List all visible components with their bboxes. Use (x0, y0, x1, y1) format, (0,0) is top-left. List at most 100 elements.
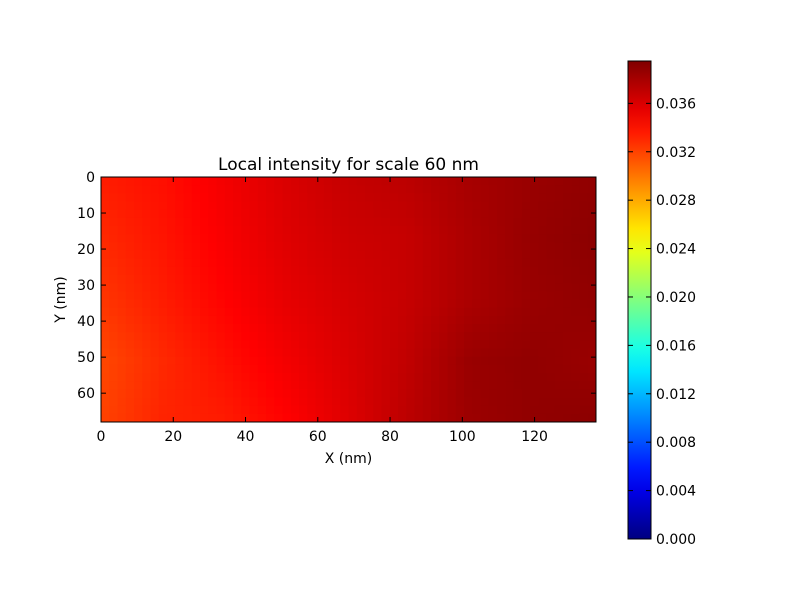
heatmap-cell (241, 275, 251, 284)
heatmap-cell (307, 356, 317, 366)
heatmap-cell (158, 275, 168, 284)
heatmap-cell (513, 364, 523, 374)
heatmap-cell (546, 201, 556, 211)
heatmap-cell (554, 348, 564, 358)
heatmap-cell (497, 209, 506, 219)
heatmap-cell (464, 299, 473, 309)
x-tick-label: 40 (237, 429, 255, 445)
heatmap-cell (167, 340, 176, 350)
heatmap-cell (554, 307, 564, 317)
heatmap-cell (381, 373, 391, 382)
heatmap-cell (109, 373, 119, 382)
heatmap-cell (513, 266, 523, 276)
heatmap-cell (398, 413, 407, 422)
heatmap-cell (356, 217, 366, 227)
heatmap-cell (274, 275, 284, 284)
heatmap-cell (290, 324, 300, 333)
heatmap-cell (455, 389, 465, 399)
heatmap-cell (571, 226, 581, 235)
heatmap-cell (563, 332, 572, 341)
heatmap-cell (356, 266, 366, 276)
heatmap-cell (464, 332, 473, 341)
heatmap-cell (530, 209, 539, 219)
heatmap-cell (455, 364, 465, 374)
heatmap-cell (447, 201, 457, 211)
heatmap-cell (505, 348, 515, 358)
heatmap-cell (216, 177, 226, 186)
heatmap-cell (249, 226, 259, 235)
heatmap-cell (257, 217, 267, 227)
heatmap-cell (216, 324, 226, 333)
heatmap-cell (505, 283, 515, 292)
heatmap-cell (488, 250, 498, 260)
heatmap-cell (249, 250, 259, 260)
heatmap-cell (521, 217, 531, 227)
heatmap-cell (274, 266, 284, 276)
heatmap-cell (307, 177, 317, 186)
heatmap-cell (447, 413, 457, 422)
heatmap-cell (447, 242, 457, 252)
heatmap-cell (422, 307, 432, 317)
heatmap-cell (389, 389, 399, 399)
heatmap-cell (150, 291, 160, 301)
heatmap-cell (497, 201, 506, 211)
heatmap-cell (365, 201, 374, 211)
heatmap-cell (455, 373, 465, 382)
heatmap-cell (125, 307, 135, 317)
heatmap-cell (348, 291, 358, 301)
heatmap-cell (381, 185, 391, 194)
heatmap-cell (381, 299, 391, 309)
x-axis: 0 20 40 60 80 100 120 (97, 177, 548, 445)
heatmap-cell (249, 413, 259, 422)
heatmap-cell (488, 315, 498, 325)
heatmap-cell (249, 291, 259, 301)
heatmap-cell (125, 185, 135, 194)
heatmap-cell (373, 217, 383, 227)
heatmap-cell (150, 356, 160, 366)
heatmap-cell (282, 364, 292, 374)
heatmap-cell (381, 356, 391, 366)
heatmap-cell (398, 266, 407, 276)
heatmap-cell (406, 226, 416, 235)
heatmap-cell (538, 397, 548, 407)
heatmap-cell (455, 250, 465, 260)
heatmap-cell (158, 217, 168, 227)
heatmap-cell (200, 405, 209, 415)
heatmap-cell (191, 226, 201, 235)
heatmap-cell (398, 201, 407, 211)
heatmap-cell (233, 356, 242, 366)
heatmap-cell (505, 405, 515, 415)
heatmap-cell (414, 266, 424, 276)
heatmap-cell (183, 413, 193, 422)
heatmap-cell (332, 405, 341, 415)
heatmap-cell (191, 250, 201, 260)
heatmap-cell (587, 405, 596, 415)
heatmap-cell (216, 356, 226, 366)
heatmap-cell (183, 332, 193, 341)
heatmap-cell (142, 332, 152, 341)
heatmap-cell (307, 332, 317, 341)
heatmap-cell (587, 332, 596, 341)
heatmap-cell (365, 340, 374, 350)
heatmap-cell (175, 185, 185, 194)
heatmap-cell (241, 185, 251, 194)
heatmap-cell (323, 226, 333, 235)
heatmap-cell (414, 250, 424, 260)
heatmap-cell (530, 258, 539, 268)
heatmap-cell (142, 283, 152, 292)
heatmap-cell (323, 185, 333, 194)
heatmap-cell (422, 250, 432, 260)
heatmap-cell (480, 275, 490, 284)
heatmap-cell (373, 177, 383, 186)
heatmap-cell (142, 356, 152, 366)
heatmap-cell (587, 364, 596, 374)
heatmap-cell (348, 266, 358, 276)
heatmap-cell (480, 234, 490, 243)
heatmap-cell (109, 193, 119, 203)
heatmap-cell (422, 364, 432, 374)
heatmap-cell (488, 177, 498, 186)
heatmap-cell (167, 307, 176, 317)
heatmap-cell (521, 291, 531, 301)
heatmap-cell (513, 226, 523, 235)
